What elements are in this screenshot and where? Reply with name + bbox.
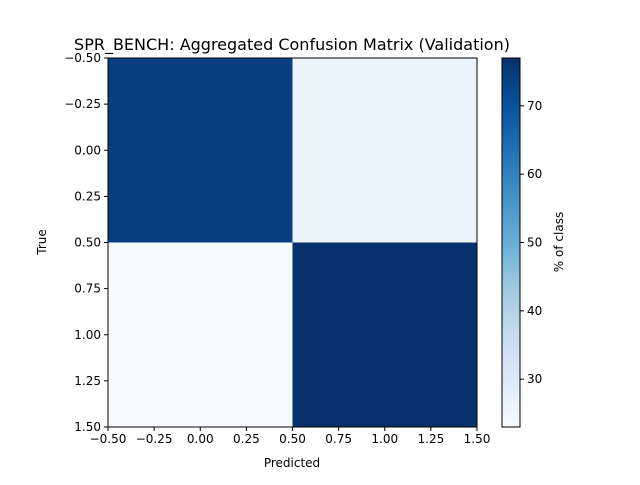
y-tick-label: 0.00 (74, 143, 101, 157)
y-tick-label: 0.75 (74, 282, 101, 296)
y-tick-label: −0.50 (64, 51, 101, 65)
x-tick-label: 1.50 (464, 432, 491, 446)
colorbar-tick-label: 60 (527, 167, 542, 181)
x-tick-label: 0.50 (279, 432, 306, 446)
heatmap-cell-1-0 (108, 242, 293, 427)
y-tick-label: −0.25 (64, 97, 101, 111)
colorbar (501, 57, 521, 428)
heatmap-cell-0-1 (292, 58, 477, 243)
y-tick-label: 0.50 (74, 236, 101, 250)
colorbar-label: % of class (552, 212, 566, 272)
y-tick-label: 1.50 (74, 420, 101, 434)
x-tick-label: 0.00 (187, 432, 214, 446)
y-tick-label: 1.00 (74, 328, 101, 342)
x-tick-label: 1.25 (418, 432, 445, 446)
x-tick-label: 0.75 (325, 432, 352, 446)
colorbar-tick-label: 30 (527, 372, 542, 386)
x-axis: −0.50 −0.25 0.00 0.25 0.50 0.75 1.00 1.25 1.50 (90, 427, 491, 446)
x-axis-label: Predicted (264, 456, 320, 470)
y-tick-label: 1.25 (74, 374, 101, 388)
y-axis-label: True (35, 229, 49, 256)
colorbar-axis: 30 40 50 60 70 (520, 99, 542, 386)
x-tick-label: −0.25 (136, 432, 173, 446)
y-tick-label: 0.25 (74, 189, 101, 203)
heatmap-cell-0-0 (108, 58, 293, 243)
colorbar-tick-label: 50 (527, 236, 542, 250)
heatmap-cell-1-1 (292, 242, 477, 427)
x-tick-label: −0.50 (90, 432, 127, 446)
colorbar-tick-label: 40 (527, 304, 542, 318)
chart-title: SPR_BENCH: Aggregated Confusion Matrix (… (74, 35, 510, 55)
x-tick-label: 0.25 (233, 432, 260, 446)
colorbar-tick-label: 70 (527, 99, 542, 113)
y-axis: −0.50 −0.25 0.00 0.25 0.50 0.75 1.00 1.25 1.50 (64, 51, 108, 434)
x-tick-label: 1.00 (371, 432, 398, 446)
heatmap-cells (108, 58, 477, 427)
